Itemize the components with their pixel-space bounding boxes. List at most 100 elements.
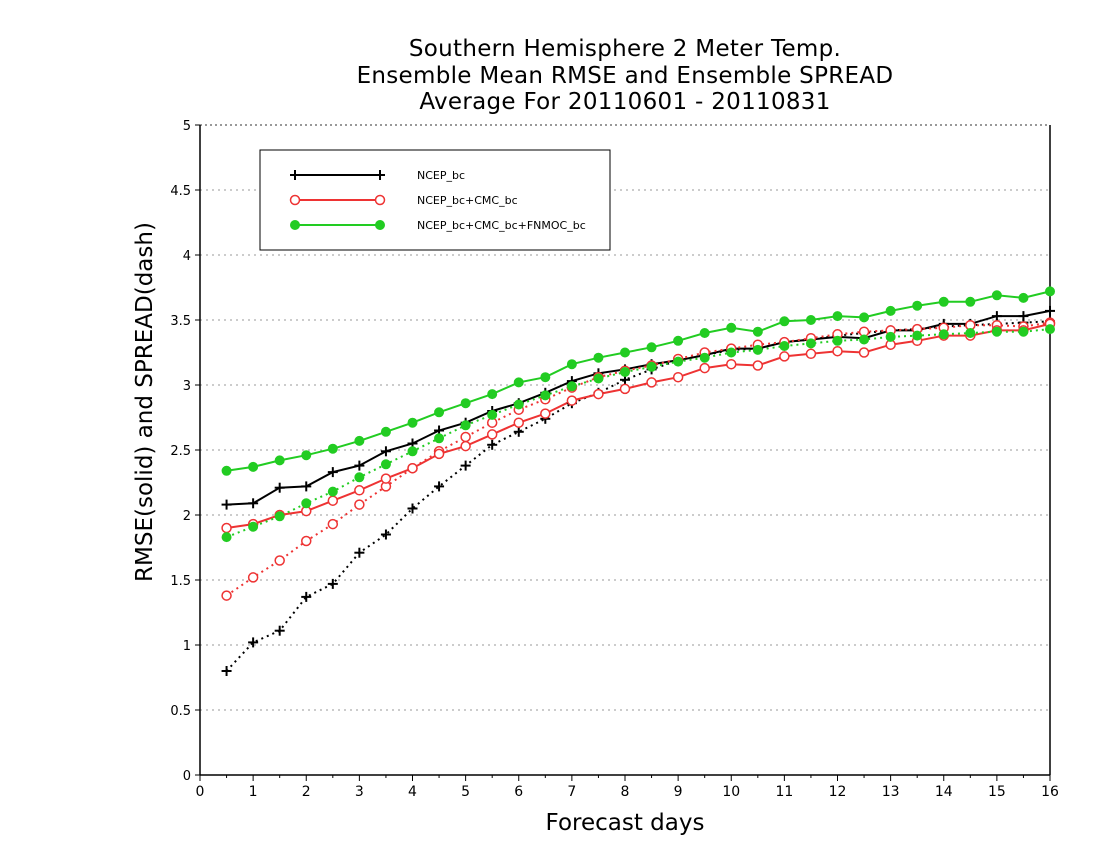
series-2-spread-point-11: [513, 399, 524, 410]
x-tick-label-6: 6: [514, 784, 523, 800]
x-tick-label-3: 3: [355, 784, 364, 800]
series-2-spread-point-10: [487, 409, 498, 420]
series-0-rmse-point-0: [221, 499, 232, 510]
x-tick-label-7: 7: [567, 784, 576, 800]
y-tick-label-8: 4: [183, 249, 191, 264]
x-tick-label-11: 11: [775, 784, 793, 800]
x-tick-label-5: 5: [461, 784, 470, 800]
legend-label-0: NCEP_bc: [417, 169, 465, 182]
series-2-rmse-line: [226, 290, 1051, 472]
series-2-spread-point-15: [620, 367, 630, 377]
series-2-rmse-point-17: [673, 335, 684, 346]
series-2-rmse-point-15: [620, 347, 630, 358]
series-1-rmse-point-24: [858, 347, 870, 358]
y-tick-label-9: 4.5: [170, 184, 191, 199]
series-2-spread-point-5: [354, 472, 365, 483]
series-2-spread-point-8: [434, 433, 445, 444]
series-1-spread-line: [225, 321, 1051, 597]
series-1-spread-point-9: [460, 431, 471, 443]
series-2-rmse-point-23: [832, 311, 843, 322]
series-2-rmse-point-1: [248, 461, 259, 472]
series-2-spread-point-22: [805, 338, 816, 349]
series-2-rmse-point-26: [912, 300, 923, 311]
series-2-rmse-point-21: [779, 316, 790, 327]
series-1-rmse-point-10: [486, 429, 498, 440]
series-2-rmse-point-19: [726, 322, 737, 333]
series-1-rmse-point-8: [433, 448, 445, 460]
series-0-spread-line: [225, 320, 1051, 672]
series-2-rmse-point-3: [301, 450, 312, 461]
series-2-rmse-point-14: [593, 352, 604, 363]
series-1-rmse-point-5: [354, 485, 365, 496]
series-0-rmse-point-31: [1045, 305, 1055, 316]
series-0-rmse-point-29: [991, 311, 1002, 322]
series-2-spread-point-26: [912, 330, 923, 341]
x-tick-label-10: 10: [722, 784, 740, 800]
series-1-spread-point-0: [221, 590, 232, 601]
series-2-spread-point-9: [460, 420, 471, 431]
series-2-spread-point-28: [965, 328, 976, 338]
series-0-spread-point-7: [407, 503, 418, 514]
legend-label-2: NCEP_bc+CMC_bc+FNMOC_bc: [417, 219, 586, 232]
series-0-spread-point-10: [487, 439, 498, 450]
y-tick-label-2: 1: [183, 639, 191, 654]
series-2-rmse-point-25: [885, 305, 896, 316]
y-tick-label-4: 2: [183, 509, 191, 524]
series-2-spread-point-23: [832, 335, 843, 346]
series-2-spread-point-25: [885, 331, 896, 342]
series-2-rmse-point-10: [487, 389, 498, 400]
legend-marker-right-0: [375, 170, 385, 180]
series-2-rmse-point-27: [938, 296, 949, 307]
legend-label-1: NCEP_bc+CMC_bc: [417, 194, 518, 207]
legend-marker-right-2: [375, 220, 385, 230]
legend-marker-left-2: [290, 220, 300, 230]
series-1-spread-point-4: [327, 518, 339, 530]
series-0-rmse-point-30: [1018, 311, 1029, 322]
series-1-spread-point-5: [354, 499, 365, 510]
series-1-rmse-point-7: [407, 462, 418, 474]
y-tick-label-1: 0.5: [170, 704, 191, 719]
series-2-rmse-point-18: [699, 328, 710, 338]
series-2-spread-point-6: [380, 459, 391, 470]
series-1-rmse-point-11: [513, 417, 524, 428]
series-0-spread-point-1: [248, 637, 259, 648]
series-2-spread-point-3: [301, 498, 312, 509]
x-tick-label-8: 8: [621, 784, 630, 800]
series-2-spread-point-30: [1018, 326, 1029, 337]
series-2-rmse-point-0: [221, 465, 232, 476]
y-tick-label-10: 5: [183, 119, 191, 134]
x-tick-label-16: 16: [1041, 784, 1059, 800]
y-tick-label-7: 3.5: [170, 314, 191, 329]
series-2-rmse-point-12: [540, 372, 551, 383]
series-2-spread-point-12: [540, 390, 551, 401]
series-1-rmse-point-15: [619, 383, 631, 395]
series-1-rmse-point-12: [540, 408, 551, 419]
series-2-rmse-point-30: [1018, 292, 1029, 303]
series-1-spread-point-2: [274, 555, 285, 566]
series-0-spread-point-8: [434, 481, 445, 492]
chart-title-line-3: Average For 20110601 - 20110831: [419, 89, 831, 115]
series-2-rmse-point-6: [380, 426, 391, 437]
legend-marker-left-1: [289, 194, 301, 206]
series-1-rmse-line: [226, 322, 1051, 529]
series-0-rmse-point-2: [274, 482, 285, 493]
series-2-rmse-point-4: [327, 443, 338, 454]
series-2-spread-point-13: [566, 381, 577, 392]
series-2-spread-point-4: [327, 486, 338, 497]
series-1-rmse-point-9: [460, 440, 471, 452]
series-1-rmse-point-21: [779, 351, 790, 362]
series-2-spread-point-0: [221, 532, 232, 543]
series-2-spread-point-17: [673, 356, 684, 367]
y-tick-label-6: 3: [183, 379, 191, 394]
series-0-spread-point-3: [301, 591, 312, 602]
series-1-rmse-point-20: [752, 360, 764, 371]
series-0-rmse-point-6: [380, 446, 391, 457]
series-1-rmse-point-6: [380, 473, 392, 484]
series-2-spread-point-24: [859, 334, 870, 345]
series-2-spread-point-14: [593, 373, 604, 384]
x-tick-label-15: 15: [988, 784, 1006, 800]
series-2-rmse-point-20: [752, 326, 763, 337]
chart-title-line-2: Ensemble Mean RMSE and Ensemble SPREAD: [356, 63, 894, 89]
series-0-spread-point-9: [460, 460, 471, 471]
